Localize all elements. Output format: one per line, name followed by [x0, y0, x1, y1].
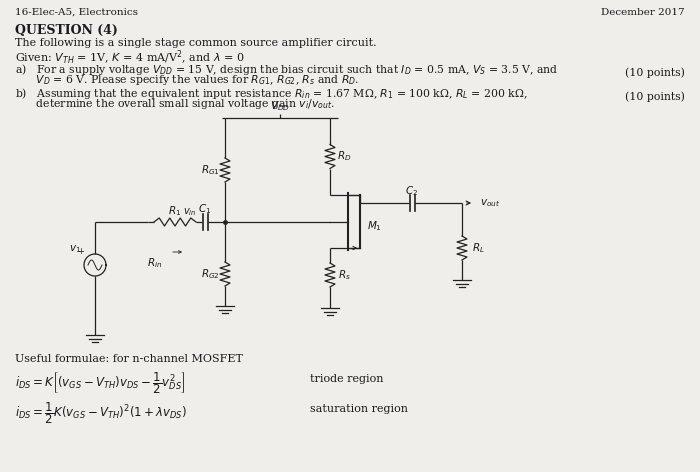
Text: a)   For a supply voltage $V_{DD}$ = 15 V, design the bias circuit such that $I_: a) For a supply voltage $V_{DD}$ = 15 V,… — [15, 62, 559, 77]
Text: 16-Elec-A5, Electronics: 16-Elec-A5, Electronics — [15, 8, 138, 17]
Text: b)   Assuming that the equivalent input resistance $R_{in}$ = 1.67 MΩ, $R_1$ = 1: b) Assuming that the equivalent input re… — [15, 86, 528, 101]
Text: $i_{DS} = K\left[(v_{GS} - V_{TH})v_{DS} - \dfrac{1}{2}v_{DS}^2\right]$: $i_{DS} = K\left[(v_{GS} - V_{TH})v_{DS}… — [15, 370, 186, 396]
Text: Given: $V_{TH}$ = 1V, $K$ = 4 mA/V$^2$, and $\lambda$ = 0: Given: $V_{TH}$ = 1V, $K$ = 4 mA/V$^2$, … — [15, 49, 245, 67]
Text: $i_{DS} = \dfrac{1}{2}K(v_{GS} - V_{TH})^2(1 + \lambda v_{DS})$: $i_{DS} = \dfrac{1}{2}K(v_{GS} - V_{TH})… — [15, 400, 187, 426]
Text: December 2017: December 2017 — [601, 8, 685, 17]
Text: $V_{DD}$: $V_{DD}$ — [270, 99, 290, 113]
Text: $v_1$: $v_1$ — [69, 243, 81, 255]
Text: The following is a single stage common source amplifier circuit.: The following is a single stage common s… — [15, 38, 377, 48]
Text: $R_{G2}$: $R_{G2}$ — [201, 267, 219, 281]
Text: QUESTION (4): QUESTION (4) — [15, 24, 118, 37]
Text: $C_1$: $C_1$ — [198, 202, 211, 216]
Text: $v_{in}$: $v_{in}$ — [183, 206, 197, 218]
Text: $M_1$: $M_1$ — [367, 219, 382, 233]
Text: $R_1$: $R_1$ — [169, 204, 181, 218]
Text: $R_{in}$: $R_{in}$ — [147, 256, 162, 270]
Text: triode region: triode region — [310, 374, 384, 384]
Text: $C_2$: $C_2$ — [405, 184, 419, 198]
Text: Useful formulae: for n-channel MOSFET: Useful formulae: for n-channel MOSFET — [15, 354, 243, 364]
Text: $V_D$ = 6 V. Please specify the values for $R_{G1}$, $R_{G2}$, $R_s$ and $R_D$.: $V_D$ = 6 V. Please specify the values f… — [15, 73, 359, 87]
Text: (10 points): (10 points) — [625, 67, 685, 77]
Text: $R_D$: $R_D$ — [337, 150, 351, 163]
Text: $R_s$: $R_s$ — [337, 268, 351, 282]
Text: $R_L$: $R_L$ — [472, 241, 484, 255]
Text: +: + — [77, 246, 84, 255]
Text: determine the overall small signal voltage gain $v_i$/$v_{out}$.: determine the overall small signal volta… — [15, 97, 335, 111]
Text: (10 points): (10 points) — [625, 91, 685, 101]
Text: saturation region: saturation region — [310, 404, 408, 414]
Text: $v_{out}$: $v_{out}$ — [480, 197, 500, 209]
Text: $R_{G1}$: $R_{G1}$ — [201, 163, 219, 177]
